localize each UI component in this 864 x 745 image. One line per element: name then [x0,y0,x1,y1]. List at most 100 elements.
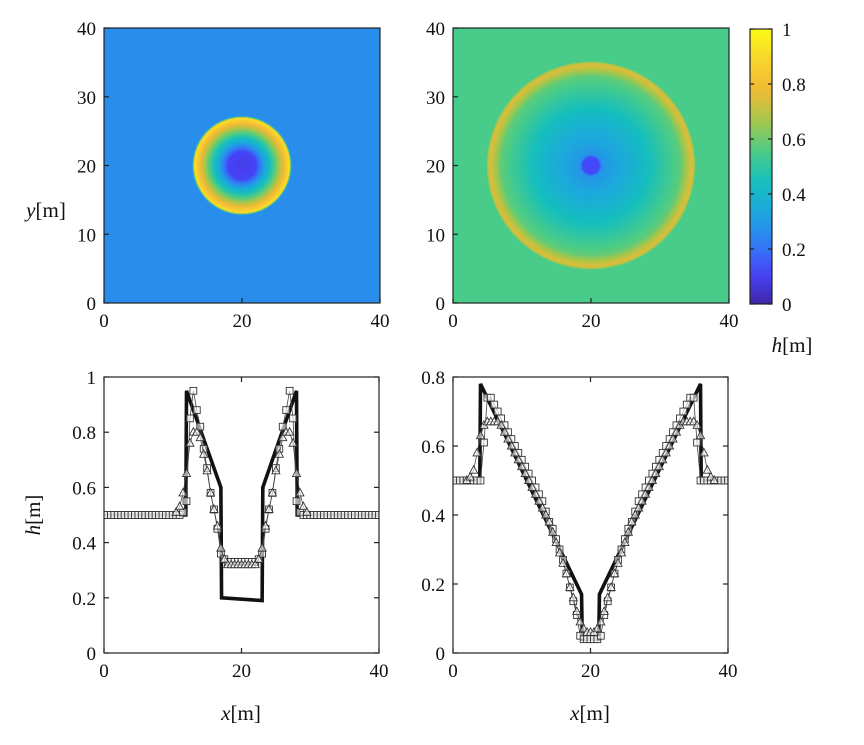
ticks-top-right: 0 20 40 0 10 20 30 40 [426,19,739,332]
marker-triangle [212,520,223,530]
marker-triangle [644,481,654,491]
panel-top-left: 0 20 40 0 10 20 30 40 y[m] [24,19,389,332]
marker-triangle [599,606,609,616]
marker-triangle [671,426,682,436]
marker-triangle [506,440,517,450]
marker-triangle [219,553,230,563]
marker-triangle [709,475,719,484]
colorbar-ticks: 0 0.2 0.4 0.6 0.8 1 [750,20,806,316]
ytick-label: 0.2 [72,589,96,610]
marker-square [493,407,502,416]
marker-triangle [654,461,664,471]
ytick-label: 0.2 [421,575,445,596]
marker-triangle [278,432,288,442]
series-bottom-left [104,386,379,603]
ytick-label: 0.8 [421,368,445,389]
marker-triangle [551,537,561,547]
marker-triangle [609,568,620,578]
marker-triangle [496,419,506,429]
colorbar-tick-label: 0.6 [782,130,806,151]
marker-square [682,400,691,409]
ytick-label: 0.4 [72,534,96,555]
marker-square [189,386,198,395]
ytick-label: 0.8 [72,423,96,444]
marker-triangle [568,592,579,602]
marker-triangle [174,501,185,511]
marker-triangle [472,447,482,457]
marker-square [679,407,688,416]
marker-triangle [630,509,640,519]
marker-triangle [302,506,312,516]
ylabel-top-left: y[m] [24,198,66,222]
colorbar-label-unit: [m] [782,333,812,357]
marker-square [289,414,297,423]
colorbar-tick-label: 1 [782,20,792,41]
marker-square [278,422,287,431]
colorbar-label: h[m] [772,333,813,357]
marker-triangle [288,437,298,447]
marker-triangle [257,542,267,552]
series-line-triangle [175,431,308,566]
xtick-label: 0 [99,311,109,332]
marker-triangle [616,547,627,557]
ytick-label: 0 [87,294,97,315]
ticks-bottom-right: 0 20 40 0 0.2 0.4 0.6 0.8 [421,368,737,682]
ticks-bottom-left: 0 20 40 0 0.2 0.4 0.6 0.8 1 [72,368,388,682]
marker-triangle [202,465,212,475]
marker-triangle [613,557,623,567]
marker-triangle [647,475,658,484]
marker-triangle [699,447,709,457]
marker-triangle [541,509,551,519]
marker-triangle [253,553,264,563]
marker-triangle [267,487,278,497]
xtick-label: 40 [719,661,738,682]
marker-triangle [216,542,226,552]
marker-square [689,393,698,402]
xtick-label: 0 [448,661,458,682]
marker-square [375,511,379,519]
xtick-label: 40 [370,661,389,682]
ytick-label: 40 [77,19,96,40]
ytick-label: 30 [426,88,445,109]
marker-triangle [633,502,644,512]
marker-triangle [192,426,202,436]
marker-square [693,438,701,447]
marker-triangle [171,506,181,516]
colorbar: 0 0.2 0.4 0.6 0.8 1 h[m] [749,20,813,357]
marker-triangle [513,454,524,464]
marker-triangle [264,504,274,513]
panel-top-right: 0 20 40 0 10 20 30 40 [426,19,739,332]
marker-triangle [298,501,309,511]
marker-square [480,438,488,447]
heatmap-image-top-right [453,28,729,303]
marker-square [282,406,291,414]
marker-triangle [503,433,513,443]
marker-triangle [274,448,285,458]
marker-triangle [657,454,668,464]
marker-triangle [620,537,630,547]
marker-triangle [537,502,548,512]
colorbar-tick-label: 0.2 [782,240,806,261]
marker-triangle [565,581,575,591]
marker-triangle [284,426,295,436]
marker-triangle [271,465,281,475]
marker-triangle [661,447,671,457]
marker-square [186,414,194,423]
ytick-label: 10 [426,225,445,246]
colorbar-tick-label: 0.4 [782,185,806,206]
marker-triangle [664,440,675,450]
series-line-triangle [466,421,715,633]
marker-triangle [702,464,713,474]
marker-triangle [178,487,188,497]
ytick-label: 40 [426,19,445,40]
xtick-label: 20 [582,311,601,332]
xtick-label: 40 [720,311,739,332]
ytick-label: 0 [436,294,446,315]
colorbar-gradient [750,29,772,304]
marker-triangle [547,526,558,536]
series-line-square [104,390,379,563]
xlabel-bottom-left: x[m] [220,701,261,725]
marker-triangle [295,487,305,497]
marker-triangle [198,448,209,458]
ytick-label: 30 [77,88,96,109]
